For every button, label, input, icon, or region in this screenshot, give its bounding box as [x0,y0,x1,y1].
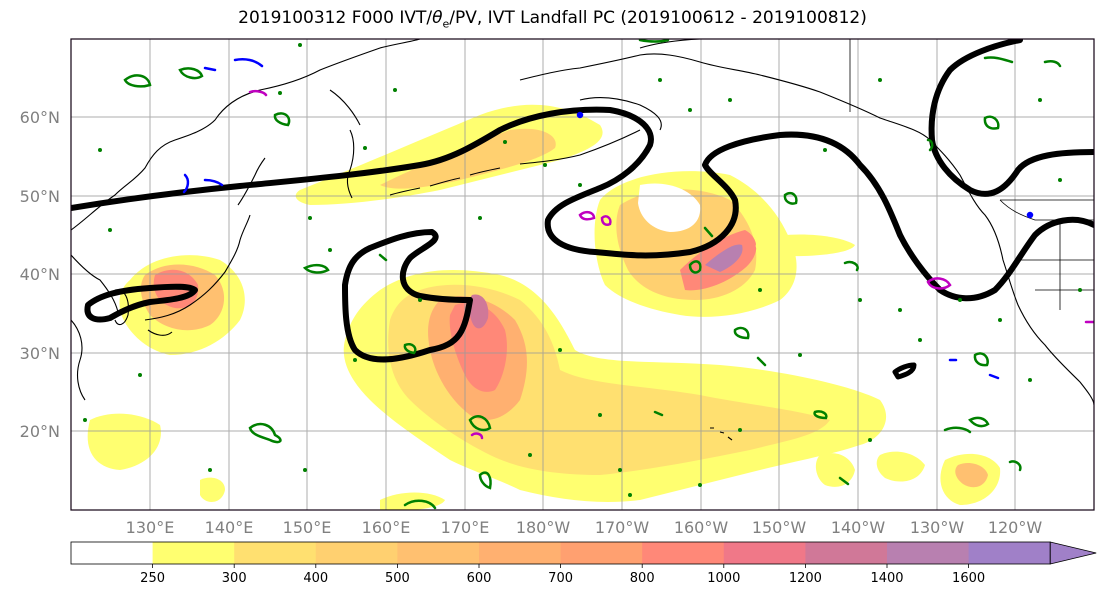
colorbar-segment [234,542,317,564]
colorbar-segment [805,542,888,564]
lon-label: 120°W [988,518,1043,537]
colorbar: 250 300 400 500 600 700 800 1000 1200 1400 1600 [70,541,1097,586]
lon-label: 160°E [362,518,411,537]
colorbar-label: 600 [467,571,492,586]
lat-label: 40°N [20,265,60,284]
lat-label: 30°N [20,344,60,363]
colorbar-label: 300 [222,571,247,586]
borders [849,39,1094,310]
colorbar-label: 400 [303,571,328,586]
lon-label: 150°E [283,518,332,537]
latitude-labels: 60°N 50°N 40°N 30°N 20°N [20,108,60,441]
colorbar-segment [887,542,970,564]
colorbar-label: 1000 [707,571,740,586]
lon-label: 170°E [441,518,490,537]
lat-label: 20°N [20,422,60,441]
lon-label: 180°W [516,518,571,537]
colorbar-segment [642,542,725,564]
lon-label: 170°W [595,518,650,537]
colorbar-segment [315,542,398,564]
lon-label: 140°E [205,518,254,537]
colorbar-label: 700 [548,571,573,586]
colorbar-label: 250 [140,571,165,586]
theta-e-contours [123,39,1062,510]
magenta-contours [248,89,1094,440]
colorbar-label: 1600 [952,571,985,586]
lon-label: 160°W [674,518,729,537]
colorbar-label: 1200 [789,571,822,586]
lon-label: 150°W [752,518,807,537]
map-title: 2019100312 F000 IVT/θe/PV, IVT Landfall … [238,8,867,31]
colorbar-segment [723,542,806,564]
pv-contours [71,39,1094,380]
colorbar-segment [152,542,235,564]
colorbar-segment [71,542,154,564]
negative-contours [182,58,1034,380]
lon-label: 140°W [831,518,886,537]
lon-label: 130°E [126,518,175,537]
colorbar-segment [968,542,1051,564]
colorbar-extend-arrow [1049,541,1097,565]
colorbar-label: 1400 [870,571,903,586]
lat-label: 50°N [20,187,60,206]
ivt-shading [87,104,1001,510]
colorbar-label: 800 [630,571,655,586]
theta-e-dots [83,43,1082,497]
colorbar-segment [560,542,643,564]
longitude-labels: 130°E 140°E 150°E 160°E 170°E 180°W 170°… [126,518,1043,537]
colorbar-segment [479,542,562,564]
lon-label: 130°W [910,518,965,537]
colorbar-label: 500 [385,571,410,586]
colorbar-segment [397,542,480,564]
lat-label: 60°N [20,108,60,127]
